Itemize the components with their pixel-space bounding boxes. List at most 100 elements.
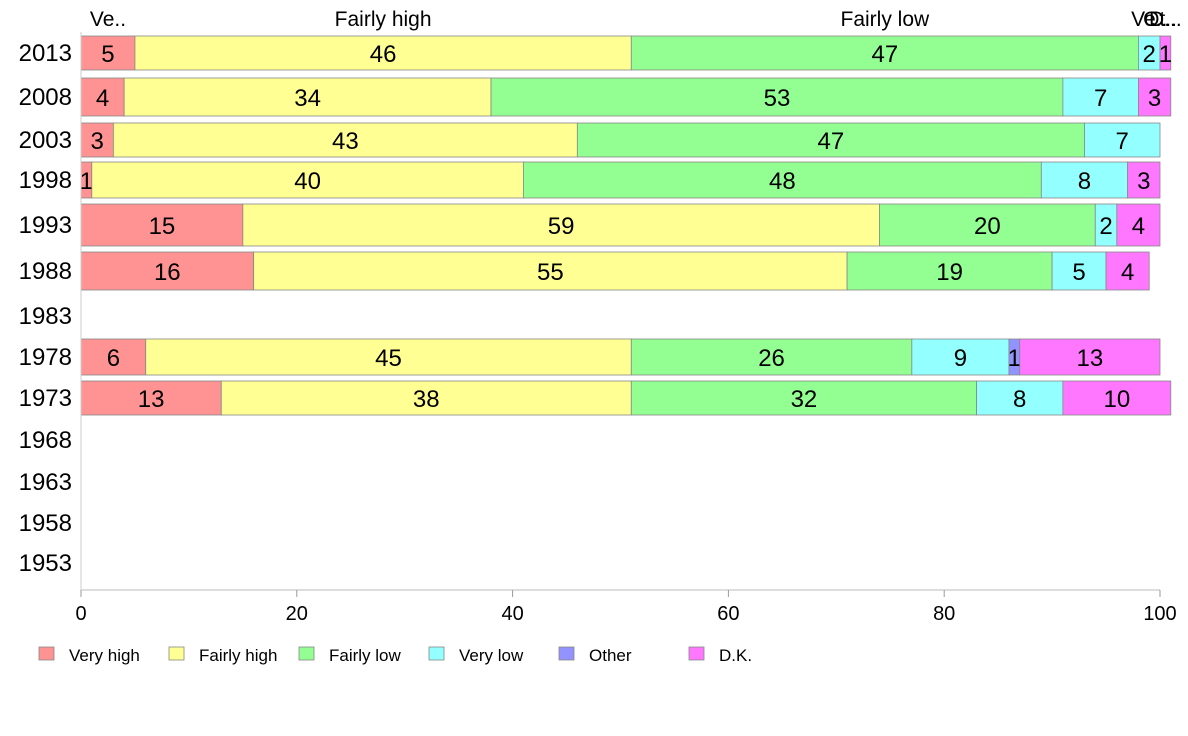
data-label: 47	[818, 128, 845, 155]
bar-segment	[1105, 251, 1150, 291]
y-tick-label: 1968	[19, 427, 72, 454]
bar-segment	[846, 251, 1053, 291]
x-tick-label: 40	[501, 603, 523, 625]
bar-segment	[1116, 203, 1161, 247]
bar-segment	[80, 35, 136, 71]
bar-segment	[1040, 161, 1129, 199]
y-tick-label: 1978	[19, 344, 72, 371]
data-label: 5	[1072, 259, 1085, 286]
bar-row: 15 59 20 2 4	[80, 203, 1161, 247]
bar-segment	[976, 380, 1064, 416]
data-label: 26	[758, 345, 785, 372]
bar-segment	[879, 203, 1096, 247]
legend-item: Other	[558, 646, 632, 665]
data-label: 3	[1137, 168, 1150, 195]
legend-swatch	[558, 646, 575, 661]
data-label: 2	[1143, 41, 1156, 68]
legend: Very high Fairly high Fairly low Very low Ot…	[38, 646, 752, 665]
data-label: 55	[537, 259, 564, 286]
bar-segment	[911, 338, 1010, 376]
data-label: 34	[294, 85, 321, 112]
legend-label: D.K.	[719, 646, 752, 665]
bar-segment	[1062, 380, 1172, 416]
legend-label: Very low	[459, 646, 524, 665]
data-label: 47	[872, 41, 899, 68]
legend-swatch	[688, 646, 705, 661]
bar-segment	[80, 251, 255, 291]
data-label: 45	[375, 345, 402, 372]
legend-label: Fairly high	[199, 646, 277, 665]
bar-segment	[1084, 122, 1161, 158]
data-label: 7	[1116, 128, 1129, 155]
data-label: 38	[413, 386, 440, 413]
data-label: 6	[107, 345, 120, 372]
data-label: 8	[1013, 386, 1026, 413]
x-tick-label: 100	[1143, 603, 1176, 625]
bar-segment	[1019, 338, 1161, 376]
bar-segment	[80, 122, 114, 158]
legend-swatch	[38, 646, 55, 661]
legend-item: Fairly high	[168, 646, 277, 665]
bar-segment	[630, 338, 913, 376]
top-segment-label: Ot..	[1143, 8, 1177, 31]
legend-label: Fairly low	[329, 646, 402, 665]
data-label: 46	[370, 41, 397, 68]
bar-segment	[1051, 251, 1107, 291]
top-segment-label: Ve..	[90, 8, 126, 31]
top-segment-label: Fairly high	[335, 8, 432, 31]
x-tick-label: 0	[75, 603, 86, 625]
data-label: 4	[96, 85, 109, 112]
legend-label: Other	[589, 646, 632, 665]
legend-swatch	[168, 646, 185, 661]
legend-label: Very high	[69, 646, 140, 665]
data-label: 43	[332, 128, 359, 155]
y-tick-label: 1998	[19, 167, 72, 194]
data-label: 3	[1148, 85, 1161, 112]
data-label: 15	[149, 213, 176, 240]
y-tick-label: 1988	[19, 258, 72, 285]
bar-segment	[630, 35, 1139, 71]
data-label: 9	[954, 345, 967, 372]
bar-segment	[490, 77, 1064, 117]
legend-item: Very high	[38, 646, 140, 665]
bar-row: 13 38 32 8 10	[80, 380, 1172, 416]
bar-segment	[80, 338, 147, 376]
data-label: 10	[1103, 386, 1130, 413]
bar-segment	[522, 161, 1042, 199]
x-tick-label: 80	[933, 603, 955, 625]
top-category-labels: Ve.. Fairly high Fairly low Ve..Ot..D...	[90, 8, 1182, 31]
bar-segment	[576, 122, 1085, 158]
bar-segment	[80, 203, 244, 247]
y-tick-label: 1953	[19, 550, 72, 577]
data-label: 8	[1078, 168, 1091, 195]
data-label: 3	[91, 128, 104, 155]
y-tick-label: 1963	[19, 469, 72, 496]
bar-segment	[1138, 77, 1172, 117]
bar-segment	[253, 251, 848, 291]
bar-segment	[91, 161, 524, 199]
data-label: 48	[769, 168, 796, 195]
data-label: 2	[1099, 213, 1112, 240]
data-label: 5	[101, 41, 114, 68]
y-tick-label: 1993	[19, 212, 72, 239]
bar-row: 4 34 53 7 3	[80, 77, 1172, 117]
data-label: 13	[1077, 345, 1104, 372]
data-label: 1	[1008, 345, 1021, 372]
y-tick-label: 1958	[19, 510, 72, 537]
data-label: 59	[548, 213, 575, 240]
data-label: 1	[1159, 41, 1172, 68]
y-tick-label: 2013	[19, 40, 72, 67]
legend-item: D.K.	[688, 646, 752, 665]
top-segment-label: Fairly low	[841, 8, 931, 31]
bar-row: 3 43 47 7	[80, 122, 1161, 158]
legend-swatch	[298, 646, 315, 661]
bar-row: 6 45 26 9 1 13	[80, 338, 1161, 376]
y-tick-label: 2003	[19, 127, 72, 154]
x-tick-label: 60	[717, 603, 739, 625]
y-tick-label: 1983	[19, 303, 72, 330]
bar-segment	[145, 338, 632, 376]
legend-item: Very low	[428, 646, 524, 665]
bar-segment	[220, 380, 632, 416]
y-axis-labels: 2013 2008 2003 1998 1993 1988 1983 1978 1973 1968…	[19, 40, 72, 577]
data-label: 4	[1132, 213, 1145, 240]
